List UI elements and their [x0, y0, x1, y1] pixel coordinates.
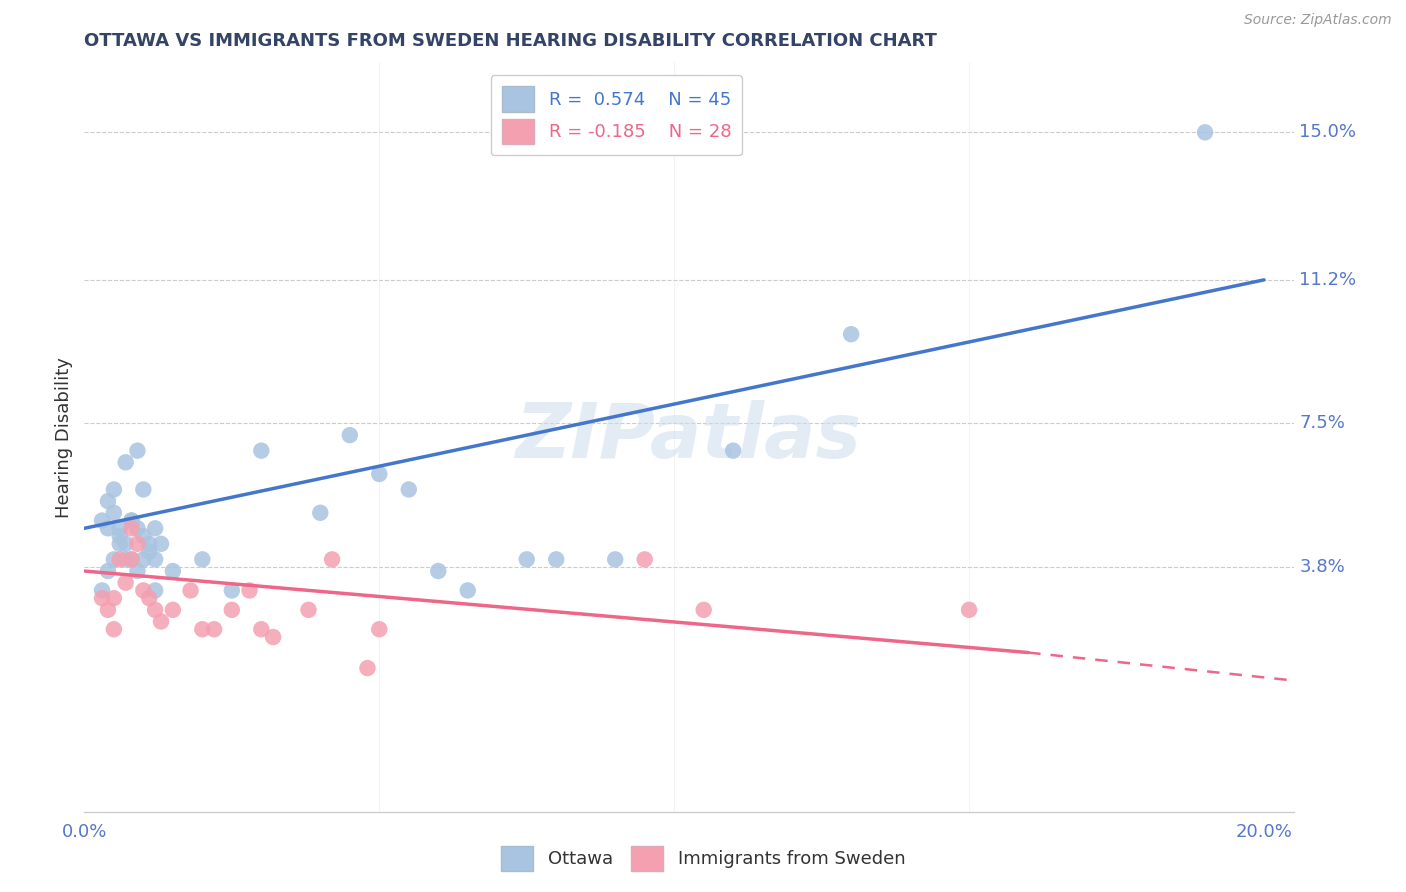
Point [162, 603, 184, 617]
Point [605, 552, 627, 566]
Point [221, 583, 243, 598]
Point [108, 537, 131, 551]
Point [457, 583, 479, 598]
Point [114, 575, 136, 590]
Point [143, 583, 166, 598]
Point [114, 537, 136, 551]
Text: 3.8%: 3.8% [1299, 558, 1346, 576]
Point [132, 483, 155, 497]
Point [516, 552, 538, 566]
Point [427, 564, 450, 578]
Point [103, 591, 125, 606]
Legend: Ottawa, Immigrants from Sweden: Ottawa, Immigrants from Sweden [494, 838, 912, 879]
Point [91, 514, 114, 528]
Point [721, 443, 744, 458]
Text: Source: ZipAtlas.com: Source: ZipAtlas.com [1244, 13, 1392, 28]
Point [221, 603, 243, 617]
Point [692, 603, 714, 617]
Point [138, 591, 160, 606]
Point [103, 506, 125, 520]
Point [127, 537, 149, 551]
Text: 11.2%: 11.2% [1299, 271, 1357, 289]
Point [309, 506, 332, 520]
Point [108, 552, 131, 566]
Point [127, 521, 149, 535]
Point [262, 630, 284, 644]
Point [191, 622, 214, 636]
Point [634, 552, 657, 566]
Point [339, 428, 361, 442]
Point [97, 564, 120, 578]
Point [297, 603, 319, 617]
Point [114, 552, 136, 566]
Text: 15.0%: 15.0% [1299, 123, 1357, 141]
Point [356, 661, 378, 675]
Text: 7.5%: 7.5% [1299, 415, 1346, 433]
Point [138, 544, 160, 558]
Point [1194, 125, 1216, 139]
Text: ZIPatlas: ZIPatlas [516, 401, 862, 474]
Point [103, 552, 125, 566]
Point [91, 583, 114, 598]
Point [103, 483, 125, 497]
Point [368, 622, 391, 636]
Point [957, 603, 980, 617]
Point [143, 521, 166, 535]
Point [121, 552, 143, 566]
Point [97, 521, 120, 535]
Point [321, 552, 343, 566]
Point [121, 521, 143, 535]
Point [250, 622, 273, 636]
Point [143, 603, 166, 617]
Point [108, 521, 131, 535]
Point [127, 564, 149, 578]
Point [180, 583, 202, 598]
Point [108, 529, 131, 543]
Point [250, 443, 273, 458]
Legend: R =  0.574    N = 45, R = -0.185    N = 28: R = 0.574 N = 45, R = -0.185 N = 28 [491, 75, 742, 155]
Point [121, 552, 143, 566]
Point [368, 467, 391, 481]
Point [150, 537, 173, 551]
Point [546, 552, 568, 566]
Point [114, 455, 136, 469]
Point [97, 603, 120, 617]
Point [132, 583, 155, 598]
Point [132, 529, 155, 543]
Point [91, 591, 114, 606]
Point [121, 514, 143, 528]
Point [162, 564, 184, 578]
Point [132, 552, 155, 566]
Point [103, 622, 125, 636]
Point [138, 537, 160, 551]
Point [202, 622, 225, 636]
Point [127, 443, 149, 458]
Point [238, 583, 260, 598]
Point [150, 615, 173, 629]
Text: OTTAWA VS IMMIGRANTS FROM SWEDEN HEARING DISABILITY CORRELATION CHART: OTTAWA VS IMMIGRANTS FROM SWEDEN HEARING… [84, 32, 938, 50]
Point [143, 552, 166, 566]
Y-axis label: Hearing Disability: Hearing Disability [55, 357, 73, 517]
Point [97, 494, 120, 508]
Point [839, 327, 862, 342]
Point [398, 483, 420, 497]
Point [191, 552, 214, 566]
Point [121, 514, 143, 528]
